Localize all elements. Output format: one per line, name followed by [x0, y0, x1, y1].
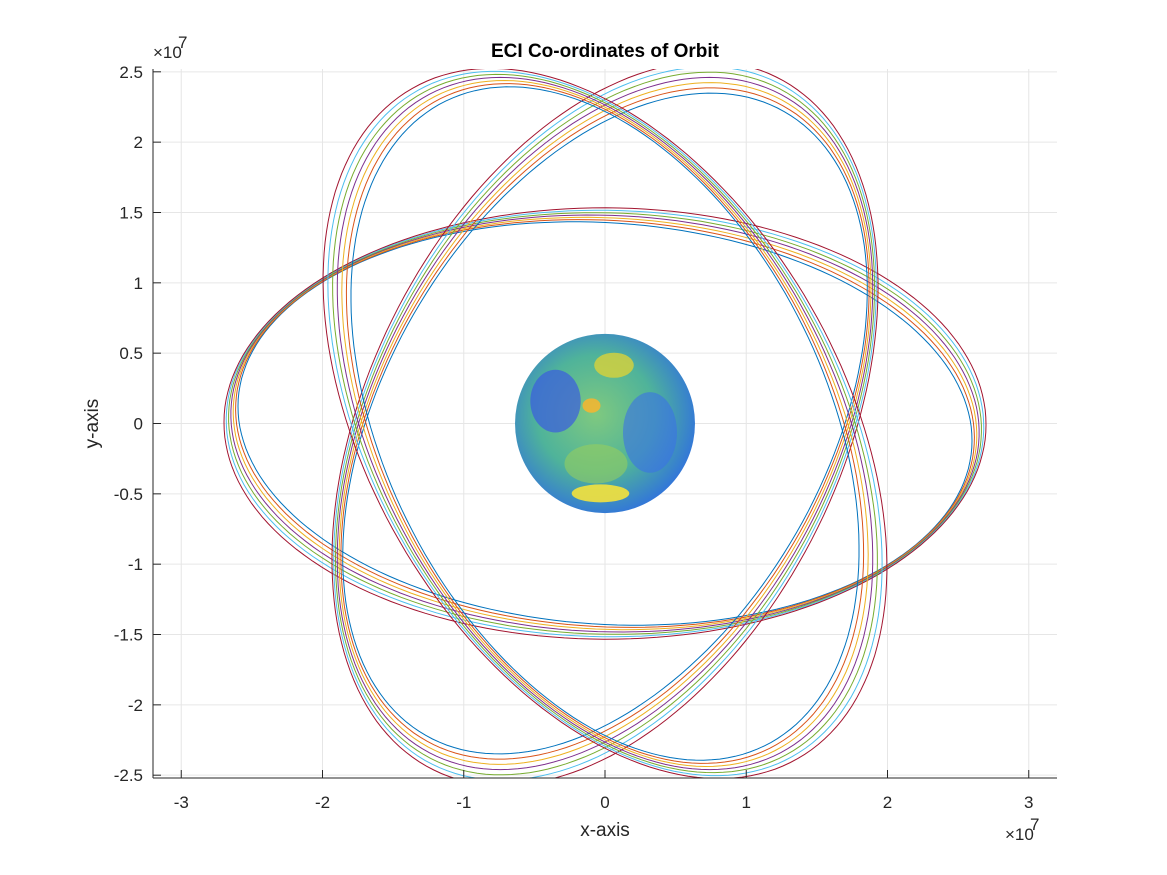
x-tick-label: 1 — [742, 793, 751, 812]
x-tick-label: 2 — [883, 793, 892, 812]
orbit-line — [340, 87, 870, 760]
orbit-line — [327, 70, 883, 777]
y-tick-label: 2 — [134, 133, 143, 152]
y-tick-label: 0.5 — [119, 344, 143, 363]
y-axis-label: y-axis — [82, 399, 103, 449]
orbit-line — [333, 69, 877, 778]
y-tick-label: 0 — [134, 415, 143, 434]
orbit-line — [334, 71, 876, 776]
x-tick-label: -2 — [315, 793, 330, 812]
y-tick-label: -2 — [128, 696, 143, 715]
orbit-line — [228, 212, 982, 635]
ocean-patch — [622, 392, 677, 473]
land-highlight — [582, 398, 601, 413]
orbit-line — [345, 83, 865, 764]
y-tick-label: 1 — [134, 274, 143, 293]
orbit-line — [336, 76, 874, 771]
orbit-line — [332, 73, 878, 774]
y-tick-labels: -2.5 -2 -1.5 -1 -0.5 0 0.5 1 1.5 2 2.5 — [114, 63, 143, 785]
orbit-line — [230, 214, 980, 633]
x-exponent-power: 7 — [1030, 815, 1039, 834]
land-highlight — [571, 484, 630, 503]
orbit-line — [341, 79, 869, 768]
orbit-line — [235, 219, 975, 628]
y-exponent-label: ×10 7 — [153, 33, 187, 62]
x-tick-label: -1 — [456, 793, 471, 812]
orbit-line — [232, 216, 978, 631]
earth-globe — [515, 333, 695, 514]
orbit-line — [223, 207, 987, 640]
axes-frame — [152, 69, 1057, 779]
orbit-line — [350, 86, 860, 761]
land-patch — [564, 444, 628, 484]
orbit-line — [331, 69, 879, 778]
orbit-line — [338, 82, 872, 765]
x-tick-label: 0 — [600, 793, 609, 812]
y-tick-label: 1.5 — [119, 203, 143, 222]
orbit-line — [237, 221, 973, 626]
y-exponent-base: ×10 — [153, 43, 182, 62]
orbit-line — [225, 209, 985, 638]
x-axis-label: x-axis — [580, 820, 630, 841]
x-tick-labels: -3 -2 -1 0 1 2 3 — [174, 793, 1034, 812]
x-exponent-base: ×10 — [1005, 825, 1034, 844]
y-tick-label: -1 — [128, 555, 143, 574]
y-tick-label: -2.5 — [114, 766, 143, 785]
x-exponent-label: ×10 7 — [1005, 815, 1039, 844]
y-exponent-power: 7 — [178, 33, 187, 52]
y-tick-label: -1.5 — [114, 626, 143, 645]
orbit-line — [322, 69, 888, 778]
y-tick-label: -0.5 — [114, 485, 143, 504]
chart-title: ECI Co-ordinates of Orbit — [491, 41, 720, 62]
land-highlight — [594, 352, 634, 378]
ocean-patch — [530, 369, 581, 433]
y-tick-label: 2.5 — [119, 63, 143, 82]
orbit-line — [342, 92, 868, 755]
orbit-line — [336, 76, 874, 771]
x-tick-label: -3 — [174, 793, 189, 812]
orbit-lines — [223, 69, 987, 778]
x-tick-label: 3 — [1024, 793, 1033, 812]
